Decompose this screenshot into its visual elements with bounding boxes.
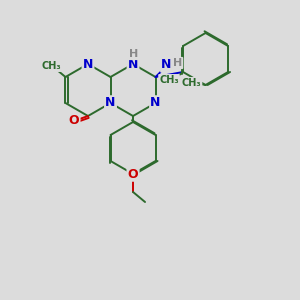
Text: CH₃: CH₃ (42, 61, 61, 71)
Text: N: N (161, 58, 172, 71)
Text: N: N (150, 97, 161, 110)
Text: N: N (128, 58, 138, 70)
Text: N: N (105, 97, 116, 110)
Text: CH₃: CH₃ (159, 75, 179, 85)
Text: O: O (128, 167, 138, 181)
Text: O: O (69, 115, 79, 128)
Text: H: H (173, 58, 182, 68)
Text: CH₃: CH₃ (182, 78, 201, 88)
Text: H: H (129, 49, 139, 59)
Text: N: N (83, 58, 93, 70)
